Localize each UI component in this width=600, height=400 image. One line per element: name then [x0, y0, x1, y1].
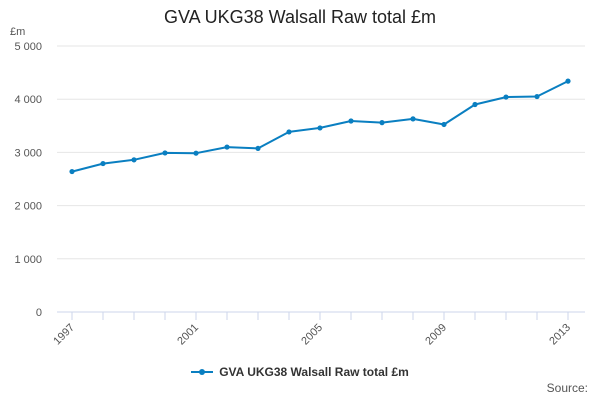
data-point[interactable]	[503, 94, 509, 100]
y-tick-label: 4 000	[14, 94, 42, 106]
y-tick-label: 0	[36, 307, 42, 319]
data-point[interactable]	[441, 121, 447, 128]
y-tick-label: 1 000	[14, 254, 42, 266]
data-point[interactable]	[193, 150, 199, 156]
chart-plot: 0 1 000 2 000 3 000 4 000 5 000 1997 2001 2005 2…	[14, 41, 585, 347]
data-point[interactable]	[224, 144, 230, 150]
legend-label: GVA UKG38 Walsall Raw total £m	[219, 365, 409, 379]
chart-title: GVA UKG38 Walsall Raw total £m	[163, 7, 437, 27]
data-point[interactable]	[131, 157, 137, 163]
data-point[interactable]	[69, 168, 75, 175]
data-point[interactable]	[255, 145, 261, 152]
y-tick-label: 3 000	[14, 147, 42, 159]
data-point[interactable]	[565, 78, 571, 84]
data-point[interactable]	[472, 101, 478, 108]
source-label: Source:	[546, 381, 588, 395]
y-axis-unit-label: £m	[10, 26, 26, 38]
data-point[interactable]	[286, 129, 292, 135]
data-point[interactable]	[317, 125, 323, 131]
y-axis-ticks: 0 1 000 2 000 3 000 4 000 5 000	[14, 41, 42, 319]
y-tick-label: 2 000	[14, 201, 42, 213]
x-tick-label: 1997	[51, 322, 77, 348]
x-tick-label: 2013	[547, 322, 573, 348]
data-point[interactable]	[348, 118, 354, 124]
data-point[interactable]	[100, 160, 106, 167]
data-point[interactable]	[410, 116, 416, 122]
gridlines	[57, 45, 585, 260]
y-tick-label: 5 000	[14, 41, 42, 53]
x-axis-ticks: 1997 2001 2005 2009 2013	[51, 312, 573, 347]
data-point[interactable]	[162, 150, 168, 156]
data-point[interactable]	[379, 120, 385, 126]
x-tick-label: 2009	[423, 322, 449, 348]
series-layer	[69, 78, 571, 175]
legend[interactable]: GVA UKG38 Walsall Raw total £m	[0, 365, 600, 379]
data-point[interactable]	[534, 93, 540, 100]
x-tick-label: 2005	[299, 322, 325, 348]
x-tick-label: 2001	[175, 322, 201, 348]
legend-swatch-icon	[191, 366, 214, 378]
